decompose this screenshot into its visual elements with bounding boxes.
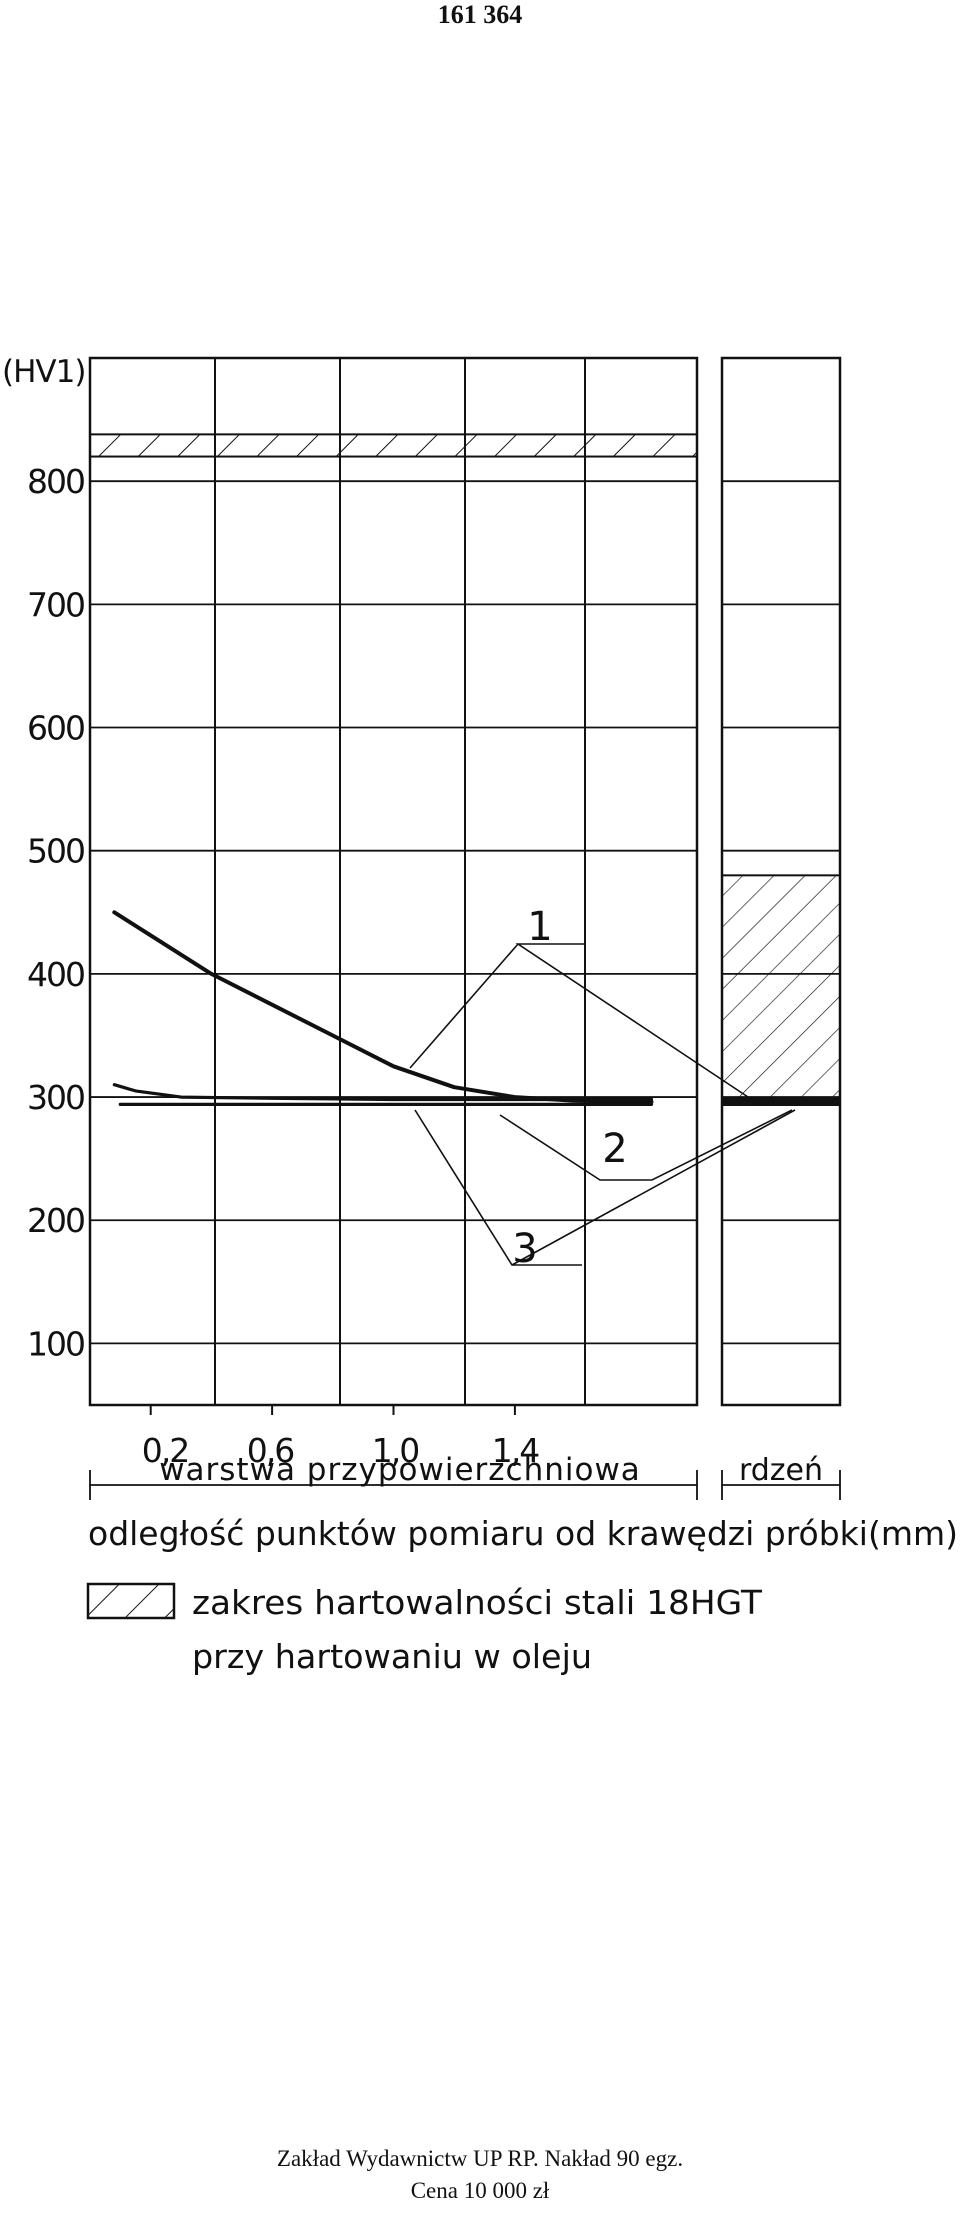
core-region-label: rdzeń (739, 1453, 823, 1488)
y-tick-label: 800 (27, 462, 84, 501)
y-tick-label: 300 (27, 1078, 84, 1117)
x-tick-label: 1,4 (492, 1431, 539, 1470)
series-2-label: 2 (602, 1126, 627, 1172)
document-number: 161 364 (437, 0, 523, 29)
y-axis-label: (HV1) (2, 354, 85, 390)
y-tick-label: 100 (27, 1324, 84, 1363)
series-1-leader (409, 943, 761, 1106)
price-footer: Cena 10 000 zł (410, 2178, 550, 2203)
axis-labels: 100 200 300 400 500 600 700 800 (HV1) 0,2 0,6 1,0 1,… (2, 354, 958, 1553)
x-tick-label: 0,6 (247, 1431, 293, 1470)
x-axis-label: odległość punktów pomiaru od krawędzi pr… (88, 1514, 958, 1553)
series-callouts: 1 2 3 (409, 904, 796, 1272)
plot-frame (88, 356, 699, 1407)
y-tick-label: 500 (27, 832, 84, 871)
core-hardenability-band (721, 874, 841, 1105)
chart-legend: zakres hartowalności stali 18HGT przy har… (86, 1582, 763, 1676)
series-2-line (112, 1083, 654, 1102)
series-2-leader (499, 1109, 793, 1181)
publisher-footer: Zakład Wydawnictw UP RP. Nakład 90 egz. (276, 2146, 684, 2171)
surface-hardenability-band (89, 433, 698, 458)
series-3-leader (414, 1109, 796, 1266)
y-tick-label: 600 (27, 709, 84, 748)
hardenability-bands (89, 433, 841, 1105)
x-tick-label: 1,0 (372, 1431, 418, 1470)
series-1-line (112, 910, 654, 1104)
y-tick-label: 400 (27, 955, 84, 994)
chart-series (112, 910, 840, 1106)
y-tick-label: 200 (27, 1201, 84, 1240)
series-3-label: 3 (512, 1226, 537, 1272)
surface-region-label: warstwa przypowierzchniowa (159, 1452, 641, 1488)
legend-hatch-swatch (86, 1582, 176, 1620)
series-1-label: 1 (527, 904, 552, 950)
y-tick-label: 700 (27, 585, 84, 624)
legend-label-line1: zakres hartowalności stali 18HGT (192, 1583, 763, 1622)
legend-label-line2: przy hartowaniu w oleju (192, 1637, 592, 1676)
x-tick-label: 0,2 (142, 1431, 188, 1470)
